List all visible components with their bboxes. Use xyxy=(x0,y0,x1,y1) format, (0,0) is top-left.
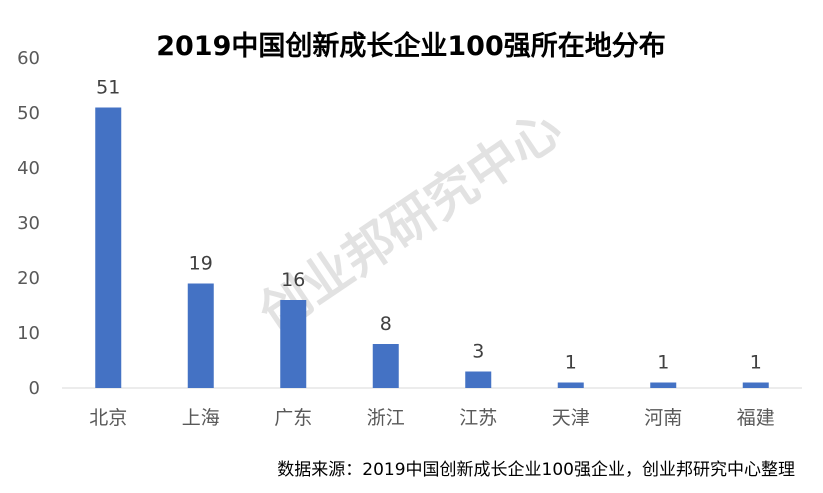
y-tick-label: 20 xyxy=(17,268,40,289)
x-tick-label: 河南 xyxy=(644,407,682,429)
bar xyxy=(372,344,399,388)
bar xyxy=(742,382,769,388)
data-label: 51 xyxy=(96,77,120,99)
source-note: 数据来源：2019中国创新成长企业100强企业，创业邦研究中心整理 xyxy=(277,460,795,480)
data-label: 19 xyxy=(189,253,213,275)
x-axis-labels: 北京 上海 广东 浙江 江苏 天津 河南 福建 xyxy=(89,407,775,429)
data-label: 16 xyxy=(281,269,305,291)
x-tick-label: 上海 xyxy=(182,407,220,429)
bar xyxy=(95,107,122,388)
bar xyxy=(465,371,492,388)
data-label: 1 xyxy=(657,352,669,374)
bar xyxy=(650,382,677,388)
x-tick-label: 广东 xyxy=(274,407,312,429)
x-tick-label: 天津 xyxy=(552,407,590,429)
y-axis: 0 10 20 30 40 50 60 xyxy=(17,48,40,399)
data-label: 8 xyxy=(380,313,392,335)
y-tick-label: 40 xyxy=(17,158,40,179)
data-label: 3 xyxy=(472,341,484,363)
y-tick-label: 30 xyxy=(17,213,40,234)
bar xyxy=(187,283,214,388)
data-label: 1 xyxy=(565,352,577,374)
y-tick-label: 60 xyxy=(17,48,40,69)
y-tick-label: 10 xyxy=(17,323,40,344)
bar xyxy=(280,300,307,388)
bars-group xyxy=(95,107,769,388)
x-tick-label: 福建 xyxy=(737,407,775,429)
data-label: 1 xyxy=(750,352,762,374)
y-tick-label: 50 xyxy=(17,103,40,124)
chart-title: 2019中国创新成长企业100强所在地分布 xyxy=(156,30,666,62)
x-tick-label: 北京 xyxy=(89,407,127,429)
x-tick-label: 浙江 xyxy=(367,407,405,429)
bar xyxy=(557,382,584,388)
x-tick-label: 江苏 xyxy=(459,407,497,429)
y-tick-label: 0 xyxy=(29,378,40,399)
data-labels-group: 51 19 16 8 3 1 1 1 xyxy=(96,77,762,374)
